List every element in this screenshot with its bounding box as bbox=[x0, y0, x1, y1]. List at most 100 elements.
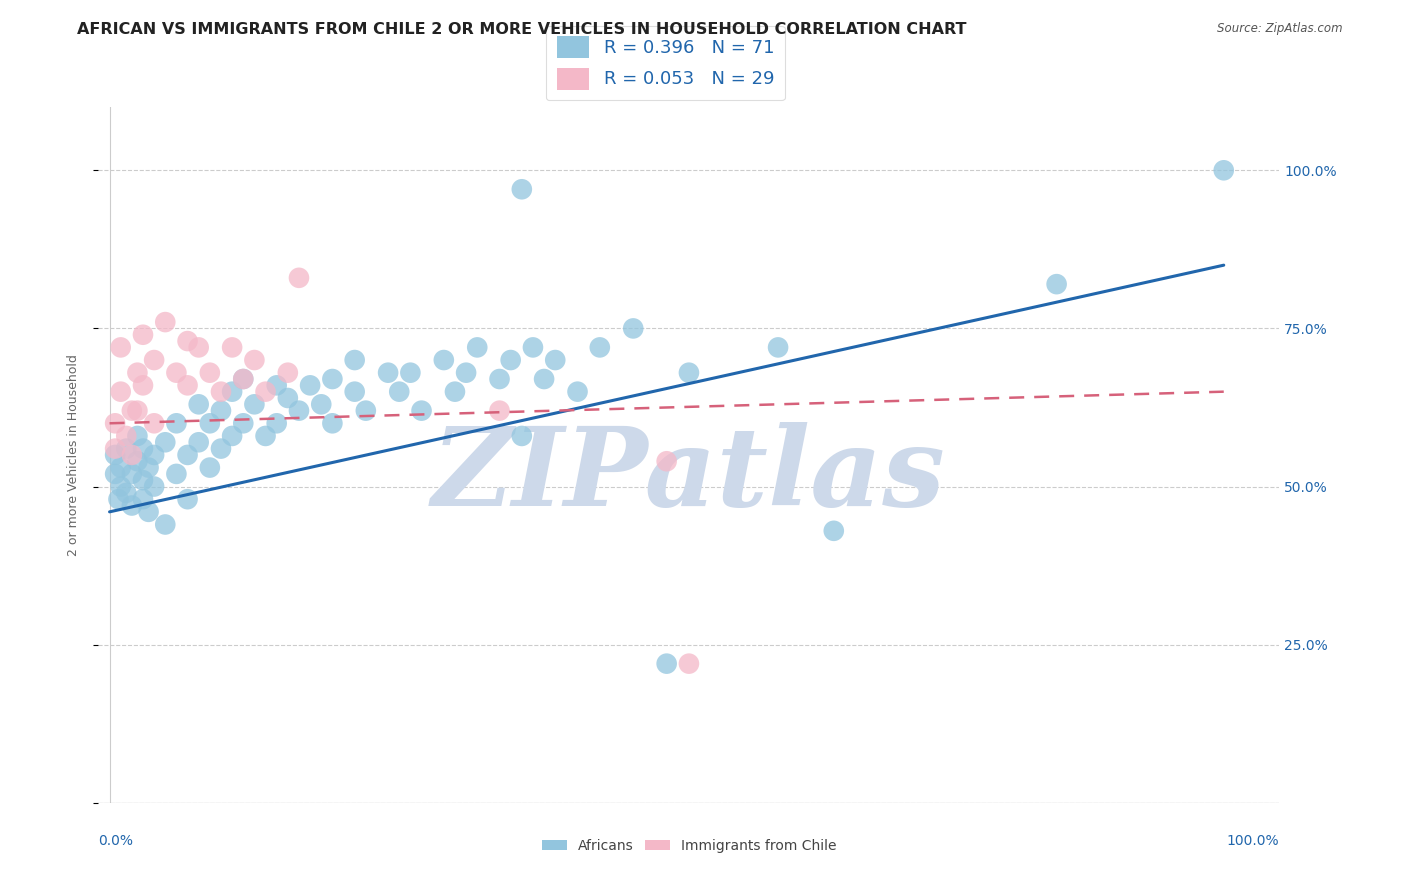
Point bbox=[187, 340, 209, 354]
Point bbox=[399, 366, 422, 380]
Point bbox=[155, 435, 177, 450]
Point bbox=[1046, 277, 1069, 292]
Point bbox=[198, 417, 221, 431]
Point bbox=[104, 467, 127, 481]
Point bbox=[343, 384, 366, 399]
Point bbox=[209, 384, 232, 399]
Point bbox=[176, 334, 198, 348]
Point bbox=[354, 403, 377, 417]
Point bbox=[288, 403, 311, 417]
Point bbox=[187, 397, 209, 411]
Point bbox=[143, 448, 166, 462]
Point bbox=[155, 315, 177, 329]
Legend: Africans, Immigrants from Chile: Africans, Immigrants from Chile bbox=[536, 833, 842, 858]
Point bbox=[155, 517, 177, 532]
Point bbox=[107, 492, 129, 507]
Point bbox=[243, 353, 266, 368]
Point bbox=[266, 378, 288, 392]
Point bbox=[655, 657, 678, 671]
Point bbox=[127, 403, 149, 417]
Point bbox=[232, 417, 254, 431]
Point bbox=[343, 353, 366, 368]
Point bbox=[388, 384, 411, 399]
Point bbox=[143, 353, 166, 368]
Point bbox=[232, 372, 254, 386]
Point bbox=[221, 429, 243, 443]
Text: 0.0%: 0.0% bbox=[98, 833, 134, 847]
Point bbox=[132, 442, 155, 456]
Point bbox=[321, 372, 343, 386]
Point bbox=[823, 524, 845, 538]
Point bbox=[121, 448, 143, 462]
Point bbox=[132, 473, 155, 487]
Point bbox=[143, 417, 166, 431]
Point bbox=[433, 353, 456, 368]
Point bbox=[165, 366, 187, 380]
Point bbox=[243, 397, 266, 411]
Text: Source: ZipAtlas.com: Source: ZipAtlas.com bbox=[1218, 22, 1343, 36]
Point bbox=[1212, 163, 1234, 178]
Point bbox=[377, 366, 399, 380]
Point bbox=[209, 442, 232, 456]
Point bbox=[488, 403, 510, 417]
Point bbox=[309, 397, 332, 411]
Point bbox=[176, 378, 198, 392]
Point bbox=[444, 384, 467, 399]
Point bbox=[277, 391, 299, 405]
Point bbox=[110, 479, 132, 493]
Point bbox=[143, 479, 166, 493]
Point bbox=[465, 340, 488, 354]
Point bbox=[288, 270, 311, 285]
Point bbox=[533, 372, 555, 386]
Point bbox=[110, 340, 132, 354]
Point bbox=[104, 448, 127, 462]
Point bbox=[138, 505, 160, 519]
Point bbox=[110, 384, 132, 399]
Point bbox=[221, 340, 243, 354]
Point bbox=[115, 429, 138, 443]
Point bbox=[621, 321, 644, 335]
Point bbox=[499, 353, 522, 368]
Point bbox=[321, 417, 343, 431]
Point bbox=[121, 499, 143, 513]
Point bbox=[176, 492, 198, 507]
Point bbox=[266, 417, 288, 431]
Point bbox=[510, 182, 533, 196]
Text: ZIPatlas: ZIPatlas bbox=[432, 422, 946, 530]
Point bbox=[121, 403, 143, 417]
Point bbox=[299, 378, 322, 392]
Point bbox=[456, 366, 478, 380]
Point bbox=[232, 372, 254, 386]
Point bbox=[678, 366, 700, 380]
Text: AFRICAN VS IMMIGRANTS FROM CHILE 2 OR MORE VEHICLES IN HOUSEHOLD CORRELATION CHA: AFRICAN VS IMMIGRANTS FROM CHILE 2 OR MO… bbox=[77, 22, 967, 37]
Point bbox=[165, 417, 187, 431]
Point bbox=[115, 442, 138, 456]
Point bbox=[127, 454, 149, 468]
Point bbox=[138, 460, 160, 475]
Point bbox=[254, 429, 277, 443]
Point bbox=[132, 492, 155, 507]
Point bbox=[655, 454, 678, 468]
Point bbox=[510, 429, 533, 443]
Text: 100.0%: 100.0% bbox=[1227, 833, 1279, 847]
Point bbox=[254, 384, 277, 399]
Point bbox=[132, 378, 155, 392]
Point bbox=[221, 384, 243, 399]
Point bbox=[127, 429, 149, 443]
Point bbox=[544, 353, 567, 368]
Point bbox=[110, 460, 132, 475]
Point bbox=[187, 435, 209, 450]
Point bbox=[165, 467, 187, 481]
Point bbox=[198, 366, 221, 380]
Point bbox=[176, 448, 198, 462]
Point bbox=[589, 340, 612, 354]
Point bbox=[115, 486, 138, 500]
Point bbox=[209, 403, 232, 417]
Point bbox=[104, 417, 127, 431]
Point bbox=[766, 340, 789, 354]
Point bbox=[567, 384, 589, 399]
Point bbox=[522, 340, 544, 354]
Point bbox=[121, 467, 143, 481]
Point bbox=[678, 657, 700, 671]
Point bbox=[488, 372, 510, 386]
